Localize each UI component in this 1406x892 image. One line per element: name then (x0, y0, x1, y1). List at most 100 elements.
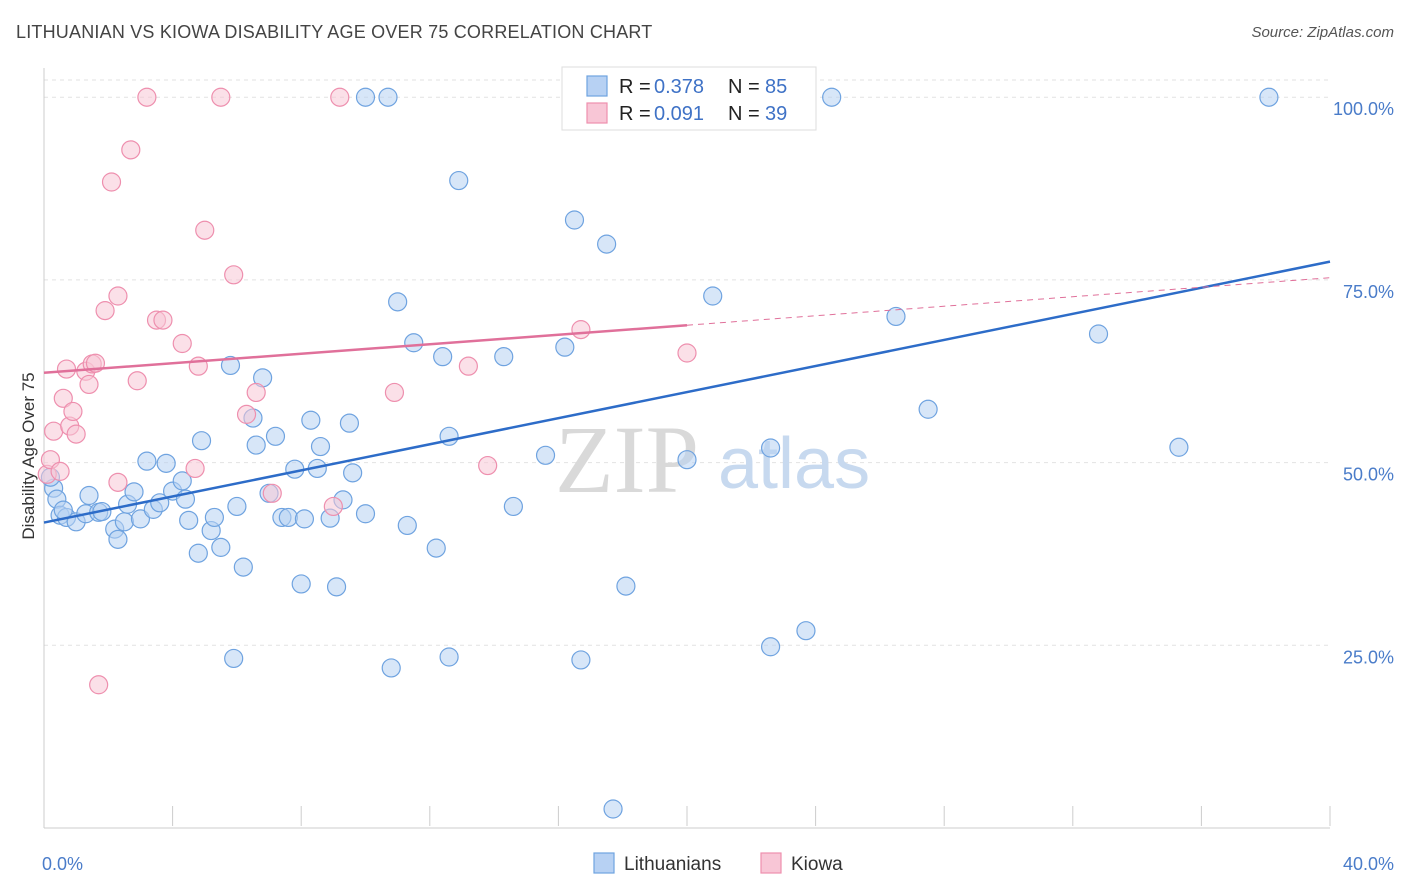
point-lithuanians-26 (204, 507, 224, 528)
point-lithuanians-70 (616, 576, 636, 596)
trend-line-kiowa (43, 323, 688, 374)
series-legend: Lithuanians Kiowa (593, 852, 843, 875)
point-lithuanians-63 (503, 496, 523, 517)
point-lithuanians-58 (433, 347, 453, 367)
point-lithuanians-28 (220, 355, 241, 376)
point-kiowa-37 (571, 320, 591, 340)
legend-kiowa-label: Kiowa (791, 854, 843, 875)
point-lithuanians-22 (179, 510, 199, 530)
point-lithuanians-24 (191, 431, 212, 451)
point-lithuanians-72 (703, 286, 723, 306)
point-kiowa-20 (137, 87, 157, 107)
point-lithuanians-54 (388, 292, 408, 312)
trend-lines (43, 260, 1331, 524)
point-kiowa-22 (153, 310, 173, 330)
legend-lithuanians-label: Lithuanians (624, 854, 721, 875)
point-kiowa-32 (323, 496, 343, 517)
point-lithuanians-30 (227, 496, 247, 517)
point-kiowa-36 (478, 455, 498, 476)
watermark-zip: ZIP (555, 406, 699, 513)
point-kiowa-35 (458, 356, 478, 376)
y-tick-label-1: 50.0% (1343, 465, 1394, 485)
point-lithuanians-66 (564, 210, 585, 230)
stats-legend: R = 0.378 N = 85 R = 0.091 N = 39 (561, 66, 817, 131)
point-lithuanians-23 (188, 543, 208, 563)
point-lithuanians-33 (246, 435, 266, 455)
point-lithuanians-82 (1259, 87, 1279, 107)
point-lithuanians-42 (301, 410, 321, 430)
series-kiowa (37, 87, 697, 695)
point-lithuanians-27 (211, 537, 231, 557)
point-lithuanians-81 (1169, 437, 1189, 457)
stats-r-value-1: 0.378 (654, 76, 704, 98)
y-tick-label-2: 75.0% (1343, 282, 1394, 302)
x-tick-labels: 0.0% 40.0% (42, 854, 1394, 874)
point-lithuanians-68 (597, 234, 617, 254)
point-kiowa-2 (44, 421, 64, 441)
point-lithuanians-41 (294, 509, 315, 529)
point-lithuanians-44 (310, 436, 331, 457)
point-lithuanians-36 (265, 426, 286, 446)
point-kiowa-29 (236, 404, 257, 424)
point-lithuanians-53 (381, 658, 401, 678)
point-lithuanians-31 (233, 557, 253, 577)
point-kiowa-4 (53, 388, 73, 408)
point-lithuanians-57 (426, 538, 446, 558)
point-kiowa-26 (195, 220, 215, 240)
y-tick-label-3: 100.0% (1333, 99, 1394, 119)
x-tick-label-1: 40.0% (1343, 854, 1394, 874)
legend-swatch-blue (586, 75, 608, 97)
point-kiowa-17 (108, 472, 128, 492)
point-lithuanians-6 (79, 485, 99, 506)
point-lithuanians-46 (326, 577, 347, 597)
point-kiowa-18 (121, 140, 141, 160)
point-lithuanians-11 (114, 512, 134, 532)
point-lithuanians-50 (355, 504, 376, 524)
point-lithuanians-15 (137, 451, 157, 471)
point-kiowa-13 (89, 675, 109, 695)
legend-swatch-pink (586, 102, 608, 124)
point-lithuanians-71 (677, 450, 697, 470)
point-kiowa-7 (63, 401, 83, 422)
legend-kiowa-swatch (760, 852, 782, 874)
point-lithuanians-61 (449, 170, 469, 191)
point-lithuanians-77 (822, 87, 842, 107)
point-lithuanians-13 (124, 482, 144, 502)
stats-n-label-1: N = (728, 76, 760, 98)
point-kiowa-30 (246, 382, 266, 403)
point-kiowa-14 (95, 301, 115, 321)
point-lithuanians-51 (355, 87, 376, 107)
point-lithuanians-65 (555, 337, 575, 357)
point-kiowa-3 (50, 461, 70, 481)
point-lithuanians-69 (603, 799, 623, 819)
watermark: ZIP atlas (555, 406, 870, 513)
watermark-atlas: atlas (718, 424, 870, 504)
point-lithuanians-40 (291, 574, 311, 594)
stats-r-value-2: 0.091 (654, 103, 704, 125)
point-lithuanians-60 (439, 647, 459, 667)
stats-n-value-1: 85 (765, 76, 787, 98)
point-lithuanians-18 (156, 453, 176, 473)
point-lithuanians-79 (918, 399, 938, 419)
trend-line-kiowa-extension (686, 277, 1331, 326)
stats-n-value-2: 39 (765, 103, 787, 125)
stats-r-label-1: R = (619, 76, 651, 98)
point-kiowa-27 (211, 87, 231, 107)
point-kiowa-28 (224, 265, 244, 285)
point-lithuanians-29 (224, 648, 244, 669)
point-kiowa-38 (677, 343, 697, 363)
point-lithuanians-67 (571, 650, 591, 670)
point-lithuanians-48 (339, 413, 360, 433)
y-axis-label: Disability Age Over 75 (19, 372, 38, 539)
legend-lithuanians-swatch (593, 852, 615, 874)
y-tick-label-0: 25.0% (1343, 647, 1394, 667)
x-tick-label-0: 0.0% (42, 854, 83, 874)
point-lithuanians-78 (886, 306, 906, 327)
stats-n-label-2: N = (728, 103, 760, 125)
point-lithuanians-62 (494, 347, 514, 367)
point-kiowa-5 (56, 359, 77, 379)
point-kiowa-23 (172, 333, 192, 354)
point-lithuanians-52 (378, 87, 398, 107)
point-lithuanians-75 (760, 637, 781, 657)
